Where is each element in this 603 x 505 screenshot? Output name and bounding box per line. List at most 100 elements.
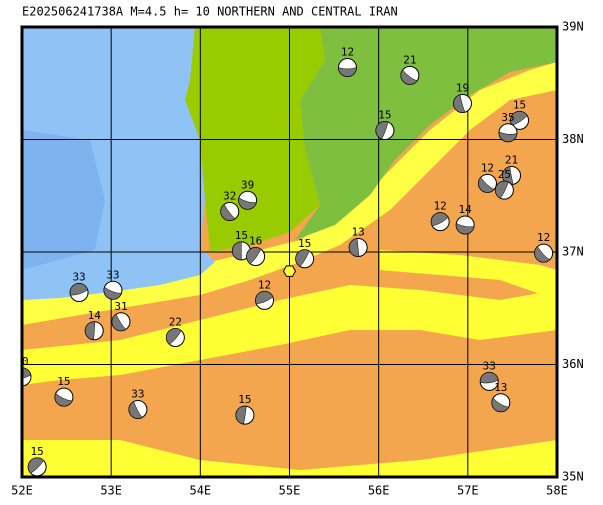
compression-quadrant: [400, 69, 418, 85]
focal-mechanism: 14: [84, 309, 104, 341]
compression-quadrant: [69, 283, 88, 296]
focal-mechanism: 31: [111, 300, 131, 332]
compression-quadrant: [510, 111, 528, 126]
depth-label: 33: [106, 268, 119, 281]
focal-mechanism: 12: [430, 200, 450, 232]
depth-label: 13: [352, 226, 365, 239]
compression-quadrant: [491, 397, 510, 412]
y-tick-label: 37N: [562, 245, 584, 259]
focal-mechanism: 32: [220, 190, 240, 221]
focal-mechanism: 39: [238, 178, 258, 210]
plain: [22, 440, 557, 477]
compression-quadrant: [166, 328, 182, 345]
focal-mechanism: 15: [295, 237, 315, 269]
compression-quadrant: [246, 247, 262, 265]
depth-label: 15: [238, 393, 251, 406]
depth-label: 32: [223, 190, 236, 203]
compression-quadrant: [103, 286, 122, 300]
compression-quadrant: [495, 180, 509, 199]
depth-label: 15: [57, 375, 70, 388]
depth-label: 39: [241, 178, 254, 191]
depth-label: 16: [249, 235, 262, 248]
depth-label: 12: [481, 161, 494, 174]
focal-mechanism: 14: [455, 203, 475, 235]
focal-mechanism: 19: [452, 82, 472, 113]
depth-label: 15: [298, 237, 311, 250]
depth-label: 35: [501, 111, 514, 124]
focal-mechanism: 15: [27, 445, 47, 477]
depth-label: 14: [88, 309, 102, 322]
compression-quadrant: [238, 197, 257, 210]
epicenter: [282, 265, 297, 277]
focal-mechanism: 15: [231, 229, 251, 261]
focal-mechanism: 16: [246, 235, 266, 266]
depth-label: 31: [114, 300, 127, 313]
focal-mechanism: 33: [128, 388, 148, 419]
compression-quadrant: [453, 94, 466, 113]
focal-mechanism: 15: [375, 109, 395, 140]
depth-label: 12: [537, 231, 550, 244]
depth-label: 10: [15, 355, 28, 368]
x-tick-label: 57E: [457, 484, 479, 498]
compression-quadrant: [27, 457, 44, 474]
compression-quadrant: [235, 405, 247, 425]
x-tick-label: 52E: [11, 484, 33, 498]
compression-quadrant: [534, 246, 551, 263]
y-tick-label: 39N: [562, 20, 584, 34]
compression-quadrant: [111, 313, 127, 331]
grid: [22, 27, 557, 477]
depth-label: 13: [494, 381, 507, 394]
compression-quadrant: [232, 241, 242, 261]
compression-quadrant: [348, 238, 360, 257]
compression-quadrant: [498, 131, 518, 142]
depth-label: 33: [72, 271, 85, 284]
deep-sea: [22, 130, 105, 270]
focal-mechanism: 25: [494, 168, 514, 200]
compression-quadrant: [255, 291, 274, 305]
focal-mechanism: 13: [348, 226, 368, 257]
y-tick-label: 36N: [562, 357, 584, 371]
x-tick-label: 54E: [189, 484, 211, 498]
compression-quadrant: [430, 212, 449, 226]
depth-label: 14: [459, 203, 473, 216]
depth-label: 12: [434, 200, 447, 213]
compression-quadrant: [478, 176, 495, 193]
compression-quadrant: [295, 249, 310, 267]
focal-mechanism: 15: [510, 98, 530, 130]
depth-label: 15: [235, 229, 248, 242]
focal-mechanism: 35: [498, 111, 518, 143]
x-tick-label: 55E: [279, 484, 301, 498]
frame: [20, 25, 559, 479]
focal-mechanism: 33: [103, 268, 123, 300]
depth-label: 33: [131, 388, 144, 401]
depth-label: 12: [341, 46, 354, 59]
compression-quadrant: [85, 321, 96, 340]
focal-mechanism: 10: [15, 355, 32, 387]
compression-quadrant: [22, 367, 32, 379]
focal-mechanism: 13: [491, 381, 511, 413]
highland: [295, 27, 557, 240]
focal-mechanism: 12: [337, 46, 357, 77]
x-tick-label: 53E: [100, 484, 122, 498]
focal-mechanism: 12: [255, 278, 275, 310]
y-tick-label: 38N: [562, 132, 584, 146]
x-tick-label: 58E: [546, 484, 568, 498]
depth-label: 25: [498, 168, 511, 181]
depth-label: 21: [403, 53, 416, 66]
compression-quadrant: [480, 372, 499, 384]
focal-mechanism: 33: [479, 359, 499, 391]
depth-label: 22: [169, 316, 182, 329]
y-tick-label: 35N: [562, 470, 584, 484]
compression-quadrant: [54, 392, 73, 407]
compression-quadrant: [455, 223, 475, 235]
focal-mechanism: 21: [502, 154, 522, 185]
compression-quadrant: [220, 204, 236, 221]
focal-mechanism: 12: [534, 231, 554, 263]
depth-label: 15: [31, 445, 44, 458]
depth-label: 21: [505, 154, 518, 167]
plain: [380, 250, 557, 300]
